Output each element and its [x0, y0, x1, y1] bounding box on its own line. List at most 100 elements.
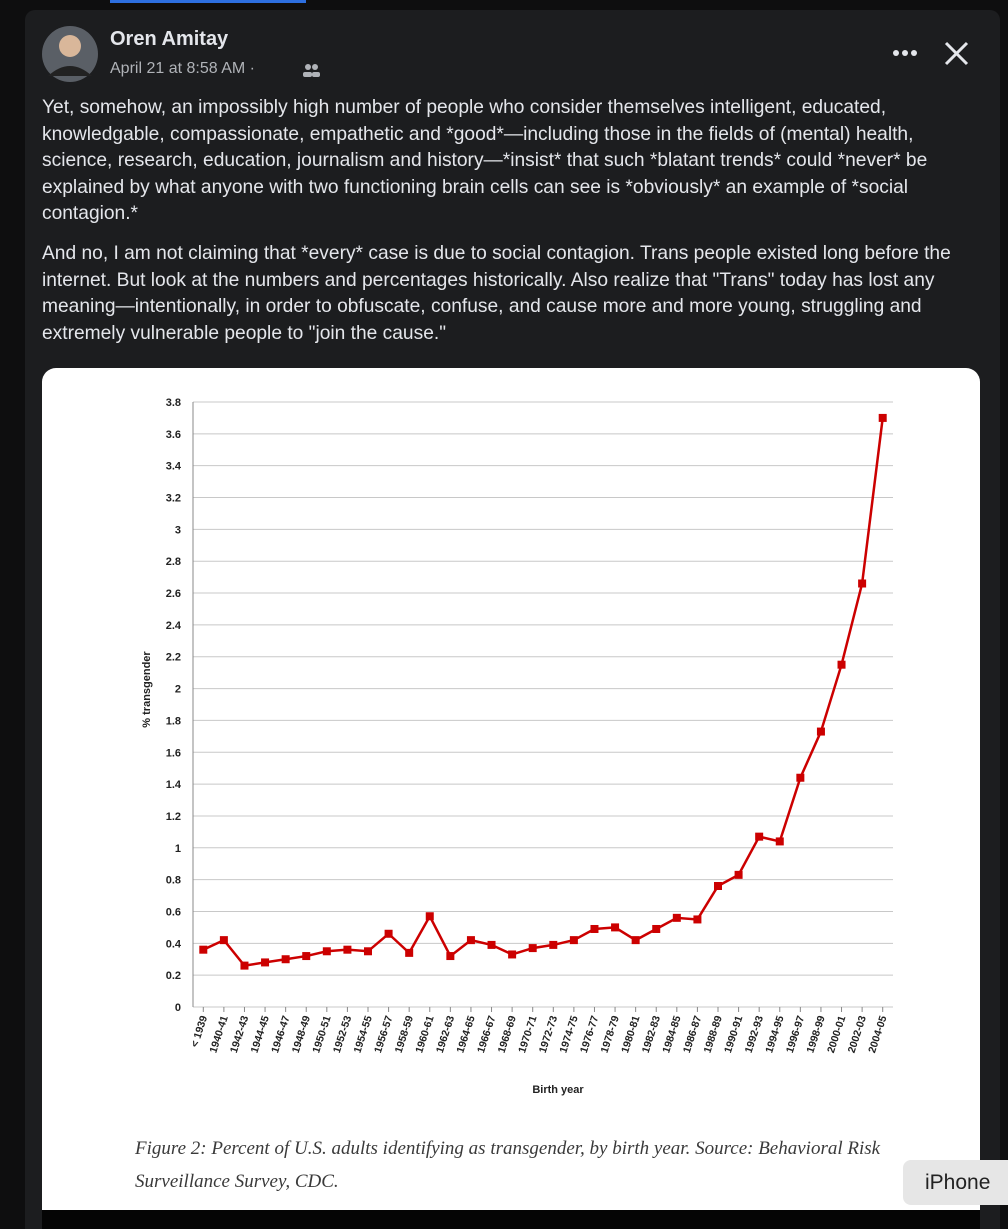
y-tick-label: 2.8 [166, 556, 181, 568]
x-tick-label: 1952-53 [331, 1014, 354, 1055]
x-tick-label: 1940-41 [207, 1014, 230, 1055]
chart: 0 0.2 0.4 0.6 0.8 1 1.2 1.4 1.6 1.8 2 2.2 2.4 2.6 2.8 3… [141, 397, 893, 1096]
x-tick-label: 1970-71 [516, 1014, 539, 1055]
y-tick-label: 1 [175, 843, 181, 855]
x-tick-label: 1942-43 [228, 1014, 251, 1055]
post-header-icons [42, 26, 969, 82]
data-point [796, 773, 805, 782]
post-time[interactable]: April 21 at 8:58 AM · [110, 60, 255, 78]
y-tick-label: 0.8 [166, 875, 181, 887]
x-tick-label: 1976-77 [578, 1014, 601, 1055]
y-tick-label: 3.4 [166, 461, 182, 473]
x-tick-label: 1980-81 [619, 1014, 642, 1055]
x-tick-label: 1962-63 [434, 1014, 457, 1055]
data-point [487, 940, 496, 949]
data-point [199, 945, 208, 954]
y-tick-label: 1.2 [166, 811, 181, 823]
data-point [281, 955, 290, 964]
post-image[interactable]: 0 0.2 0.4 0.6 0.8 1 1.2 1.4 1.6 1.8 2 2.2 2.4 2.6 2.8 3… [42, 368, 980, 1210]
data-point [837, 660, 846, 669]
data-point [261, 958, 270, 967]
close-button[interactable] [944, 41, 969, 66]
data-point [384, 929, 393, 938]
tooltip: iPhone [903, 1160, 1008, 1205]
x-tick-label: 1968-69 [496, 1014, 519, 1055]
x-tick-label: 1974-75 [557, 1014, 580, 1055]
data-point [528, 944, 537, 953]
x-tick-label: 2002-03 [846, 1014, 869, 1055]
x-tick-label: 1992-93 [743, 1014, 766, 1055]
more-button[interactable] [893, 50, 917, 56]
tab-indicator [110, 0, 306, 3]
y-tick-label: 0.4 [166, 938, 182, 950]
data-point [858, 579, 867, 588]
data-point [693, 915, 702, 924]
data-point [425, 912, 434, 921]
post-paragraph: And no, I am not claiming that *every* c… [42, 243, 951, 344]
x-tick-label: 1984-85 [660, 1014, 683, 1055]
x-tick-label: 1944-45 [249, 1014, 272, 1055]
y-tick-label: 1.4 [166, 779, 182, 791]
data-point [322, 947, 331, 956]
y-tick-label: 3.6 [166, 429, 181, 441]
data-point [446, 952, 455, 961]
data-point [611, 923, 620, 932]
x-tick-label: 2004-05 [866, 1014, 889, 1055]
y-tick-label: 2.2 [166, 652, 181, 664]
y-tick-label: 3.2 [166, 493, 181, 505]
chart-caption: Figure 2: Percent of U.S. adults identif… [135, 1138, 881, 1192]
x-tick-label: 1948-49 [290, 1014, 313, 1055]
x-tick-label: 1956-57 [372, 1014, 395, 1055]
separator: · [249, 60, 255, 77]
x-tick-label: 1994-95 [763, 1014, 786, 1055]
y-tick-label: 0.2 [166, 970, 181, 982]
post-paragraph: Yet, somehow, an impossibly high number … [42, 97, 928, 224]
timestamp[interactable]: April 21 at 8:58 AM [110, 60, 246, 77]
data-point [775, 837, 784, 846]
data-point [755, 832, 764, 841]
x-tick-label: 1996-97 [784, 1014, 807, 1055]
image-bottom-bar [42, 1210, 980, 1229]
data-point [569, 936, 578, 945]
data-point [508, 950, 517, 959]
avatar-body [48, 66, 92, 76]
x-tick-label: 1964-65 [454, 1014, 477, 1055]
y-tick-label: 2.4 [166, 620, 182, 632]
data-line [202, 417, 884, 967]
y-tick-label: 2 [175, 684, 181, 696]
data-point [878, 413, 887, 422]
y-tick-label: 3.8 [166, 397, 181, 409]
x-tick-label: < 1939 [189, 1014, 210, 1049]
y-axis-label: % transgender [141, 651, 153, 728]
x-tick-label: 1988-89 [702, 1014, 725, 1055]
data-point [364, 947, 372, 956]
data-point [240, 961, 249, 970]
data-point [549, 940, 558, 949]
audience-icon [303, 64, 320, 77]
data-point [590, 924, 599, 933]
x-axis-label: Birth year [532, 1084, 584, 1096]
y-tick-label: 1.8 [166, 715, 181, 727]
author-name[interactable]: Oren Amitay [110, 28, 229, 50]
x-tick-label: 1990-91 [722, 1014, 745, 1055]
y-tick-label: 0 [175, 1002, 181, 1014]
data-point [714, 882, 722, 890]
x-tick-label: 1946-47 [269, 1014, 292, 1055]
x-tick-label: 1954-55 [352, 1014, 375, 1055]
y-tick-label: 1.6 [166, 747, 181, 759]
data-point [631, 936, 640, 945]
data-point [405, 948, 414, 957]
x-tick-label: 1950-51 [310, 1014, 333, 1055]
x-tick-label: 2000-01 [825, 1014, 848, 1055]
x-tick-label: 1978-79 [599, 1014, 622, 1055]
data-point [466, 936, 475, 945]
data-point [219, 936, 228, 945]
data-point [816, 727, 825, 736]
data-point [652, 924, 661, 933]
x-tick-label: 1972-73 [537, 1014, 560, 1055]
y-tick-label: 0.6 [166, 906, 181, 918]
x-tick-label: 1960-61 [413, 1014, 436, 1055]
x-tick-label: 1982-83 [640, 1014, 663, 1055]
x-tick-label: 1998-99 [804, 1014, 827, 1055]
